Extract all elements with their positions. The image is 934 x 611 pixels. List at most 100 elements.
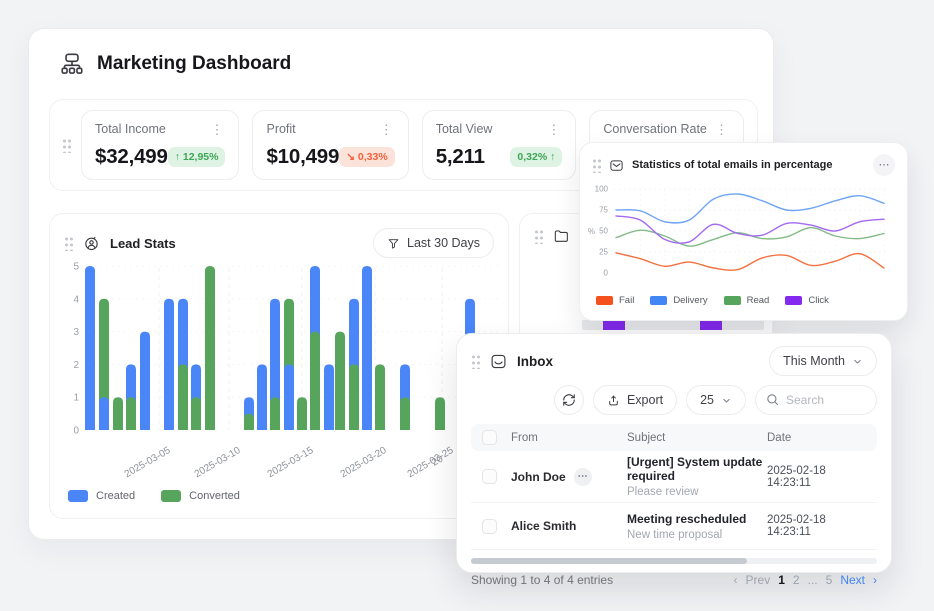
read-swatch	[724, 296, 741, 305]
page-title: Marketing Dashboard	[97, 53, 291, 75]
stat-label: Total View	[436, 122, 493, 136]
page-number-2[interactable]: 2	[793, 573, 800, 587]
chevron-left-icon[interactable]: ‹	[734, 573, 738, 587]
svg-text:4: 4	[73, 294, 79, 305]
drag-handle[interactable]	[62, 137, 71, 153]
page-number-1[interactable]: 1	[778, 573, 785, 587]
svg-text:2025-03-10: 2025-03-10	[193, 445, 243, 480]
delivery-swatch	[650, 296, 667, 305]
lead-stats-chart: 0123452025-03-052025-03-102025-03-152025…	[62, 260, 502, 486]
drag-handle[interactable]	[592, 157, 601, 173]
kebab-menu-icon[interactable]: ⋮	[545, 123, 562, 136]
legend-item-created: Created	[68, 490, 135, 502]
envelope-icon	[609, 158, 624, 173]
lead-user-icon	[83, 235, 100, 252]
org-chart-icon	[59, 51, 85, 77]
svg-text:2025-03-20: 2025-03-20	[339, 445, 389, 480]
horizontal-scrollbar	[471, 558, 877, 564]
email-subject: [Urgent] System update required	[627, 455, 767, 483]
search-box	[755, 385, 877, 415]
inbox-toolbar: Export 25	[457, 376, 891, 415]
funnel-icon	[387, 237, 400, 250]
dashboard-header: Marketing Dashboard	[59, 51, 291, 77]
prev-page-button[interactable]: Prev	[746, 573, 771, 587]
ellipsis-menu-icon[interactable]: ⋯	[873, 154, 895, 176]
row-menu-icon[interactable]: ⋯	[574, 468, 592, 486]
lead-stats-title: Lead Stats	[110, 236, 176, 251]
legend-label: Converted	[189, 490, 240, 502]
row-checkbox[interactable]	[482, 469, 497, 484]
click-swatch	[785, 296, 802, 305]
stat-value: 5,211	[436, 145, 485, 169]
lead-legend: Created Converted	[68, 490, 240, 502]
legend-label: Created	[96, 490, 135, 502]
page-ellipsis: ...	[808, 573, 818, 587]
legend-item-click: Click	[785, 295, 829, 306]
svg-text:2025-03-05: 2025-03-05	[123, 445, 173, 480]
inbox-card: Inbox This Month	[456, 333, 892, 573]
legend-label: Click	[808, 295, 829, 306]
svg-text:25: 25	[599, 248, 608, 257]
sender-name: John Doe	[511, 470, 566, 484]
svg-text:2025-03-15: 2025-03-15	[266, 445, 316, 480]
legend-item-converted: Converted	[161, 490, 240, 502]
page-number-5[interactable]: 5	[826, 573, 833, 587]
table-row[interactable]: Alice Smith Meeting rescheduled New time…	[471, 503, 877, 550]
export-label: Export	[627, 393, 663, 407]
export-icon	[607, 394, 620, 407]
inbox-table: From Subject Date John Doe ⋯ [Urgent] Sy…	[471, 424, 877, 550]
period-select[interactable]: This Month	[769, 346, 877, 376]
refresh-icon	[562, 393, 576, 407]
table-row[interactable]: John Doe ⋯ [Urgent] System update requir…	[471, 451, 877, 503]
trend-badge: 0,32% ↑	[510, 147, 562, 167]
svg-text:5: 5	[73, 262, 79, 273]
chevron-right-icon[interactable]: ›	[873, 573, 877, 587]
email-date: 2025-02-18 14:23:11	[767, 465, 871, 489]
inbox-footer: Showing 1 to 4 of 4 entries ‹ Prev 1 2 .…	[457, 564, 891, 587]
trend-badge: ↘ 0,33%	[339, 147, 395, 167]
scrollbar-thumb[interactable]	[471, 558, 747, 564]
legend-item-delivery: Delivery	[650, 295, 707, 306]
stat-card-total-income: Total Income ⋮ $32,499 ↑ 12,95%	[81, 110, 239, 180]
svg-text:50: 50	[599, 227, 608, 236]
stat-label: Conversation Rate	[603, 122, 707, 136]
column-header-from: From	[511, 432, 627, 444]
kebab-menu-icon[interactable]: ⋮	[713, 123, 730, 136]
email-stats-chart: 0255075100%	[586, 177, 898, 289]
page-size-select[interactable]: 25	[686, 385, 746, 415]
drag-handle[interactable]	[64, 235, 73, 251]
inbox-title: Inbox	[517, 354, 553, 369]
search-icon	[765, 392, 780, 407]
entries-summary: Showing 1 to 4 of 4 entries	[471, 573, 613, 587]
stat-value: $10,499	[266, 145, 339, 169]
export-button[interactable]: Export	[593, 385, 677, 415]
kebab-menu-icon[interactable]: ⋮	[208, 123, 225, 136]
column-header-subject: Subject	[627, 432, 767, 444]
filter-button[interactable]: Last 30 Days	[373, 228, 494, 258]
kebab-menu-icon[interactable]: ⋮	[378, 123, 395, 136]
refresh-button[interactable]	[554, 385, 584, 415]
fail-swatch	[596, 296, 613, 305]
inbox-icon	[490, 353, 507, 370]
drag-handle[interactable]	[534, 228, 543, 244]
dashboard-card: Marketing Dashboard Total Income ⋮ $32,4…	[28, 28, 774, 540]
svg-text:2: 2	[73, 360, 79, 371]
lead-stats-header: Lead Stats Last 30 Days	[50, 214, 508, 258]
row-checkbox[interactable]	[482, 519, 497, 534]
column-header-date: Date	[767, 432, 871, 444]
svg-text:0: 0	[73, 426, 79, 437]
email-subject: Meeting rescheduled	[627, 512, 767, 526]
legend-label: Read	[747, 295, 770, 306]
email-date: 2025-02-18 14:23:11	[767, 514, 871, 538]
next-page-button[interactable]: Next	[840, 573, 865, 587]
svg-text:0: 0	[604, 269, 609, 278]
email-stats-title: Statistics of total emails in percentage	[632, 159, 833, 171]
table-header-row: From Subject Date	[471, 424, 877, 451]
page-size-value: 25	[700, 393, 714, 407]
select-all-checkbox[interactable]	[482, 430, 497, 445]
stat-card-total-view: Total View ⋮ 5,211 0,32% ↑	[422, 110, 577, 180]
drag-handle[interactable]	[471, 353, 480, 369]
svg-text:2025-03-25: 2025-03-25	[406, 445, 456, 480]
period-label: This Month	[783, 354, 845, 368]
chevron-down-icon	[721, 395, 732, 406]
